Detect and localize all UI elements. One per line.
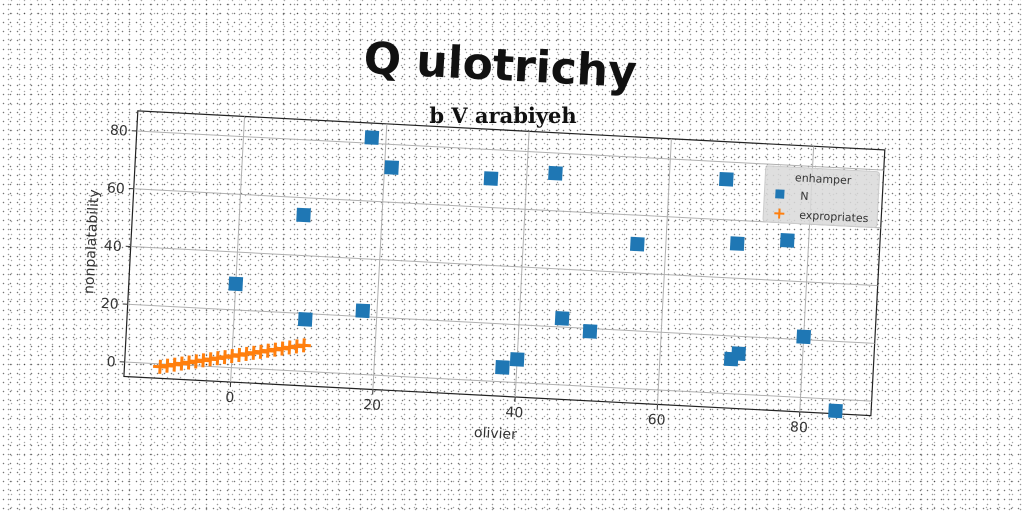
legend-marker-series-0 xyxy=(775,189,785,199)
legend: enhamper N expropriates xyxy=(762,165,881,229)
y-tick-label: 0 xyxy=(106,354,116,370)
y-gridline xyxy=(133,188,881,229)
y-tick-label: 40 xyxy=(103,238,122,255)
legend-marker-series-1 xyxy=(774,208,785,219)
x-gridline xyxy=(372,123,388,390)
data-point xyxy=(554,311,570,326)
series-1 xyxy=(153,338,311,374)
x-axis-label: olivier xyxy=(474,425,518,443)
data-point xyxy=(384,160,400,175)
data-point xyxy=(495,359,510,375)
y-tick-label: 60 xyxy=(106,180,125,197)
data-point xyxy=(296,338,311,353)
plot-frame xyxy=(123,110,886,417)
y-axis-label: nonpalatability xyxy=(81,189,102,294)
legend-box xyxy=(762,165,881,229)
legend-title: enhamper xyxy=(795,171,853,187)
y-tick-label: 80 xyxy=(110,123,129,140)
data-point xyxy=(718,171,734,187)
data-point xyxy=(509,352,525,367)
tick-marks: 0 20 40 60 80 0 20 40 60 80 xyxy=(100,123,809,437)
x-tick-label: 80 xyxy=(790,419,809,436)
data-point xyxy=(729,236,745,251)
data-points xyxy=(153,130,843,419)
data-point xyxy=(629,236,645,252)
x-tick-label: 0 xyxy=(225,390,235,406)
data-point xyxy=(796,329,812,345)
series-0 xyxy=(228,130,843,419)
legend-label-series-0: N xyxy=(800,190,809,203)
x-tick-label: 20 xyxy=(363,397,382,414)
y-tick-label: 20 xyxy=(100,296,119,313)
data-point xyxy=(731,346,746,362)
x-gridline xyxy=(230,116,246,383)
chart-subtitle: b V arabiyeh xyxy=(429,103,576,128)
data-point xyxy=(779,233,795,248)
data-point xyxy=(548,165,563,181)
data-point xyxy=(364,130,380,145)
y-gridline xyxy=(127,303,875,344)
data-point xyxy=(483,171,499,186)
y-gridline xyxy=(130,246,878,287)
y-gridline xyxy=(124,361,872,402)
data-point xyxy=(582,324,598,339)
chart-title: Q ulotrichy xyxy=(362,33,638,98)
x-gridline xyxy=(656,138,672,405)
x-tick-label: 60 xyxy=(647,412,666,429)
data-point xyxy=(355,303,371,319)
data-point xyxy=(228,276,244,292)
data-point xyxy=(297,312,313,327)
y-gridline xyxy=(136,130,884,171)
legend-label-series-1: expropriates xyxy=(799,209,869,226)
data-point xyxy=(828,403,843,419)
data-point xyxy=(296,207,311,223)
plot-area: 0 20 40 60 80 0 20 40 60 80 olivier nonpalatabili… xyxy=(81,110,886,443)
x-tick-label: 40 xyxy=(505,404,524,421)
